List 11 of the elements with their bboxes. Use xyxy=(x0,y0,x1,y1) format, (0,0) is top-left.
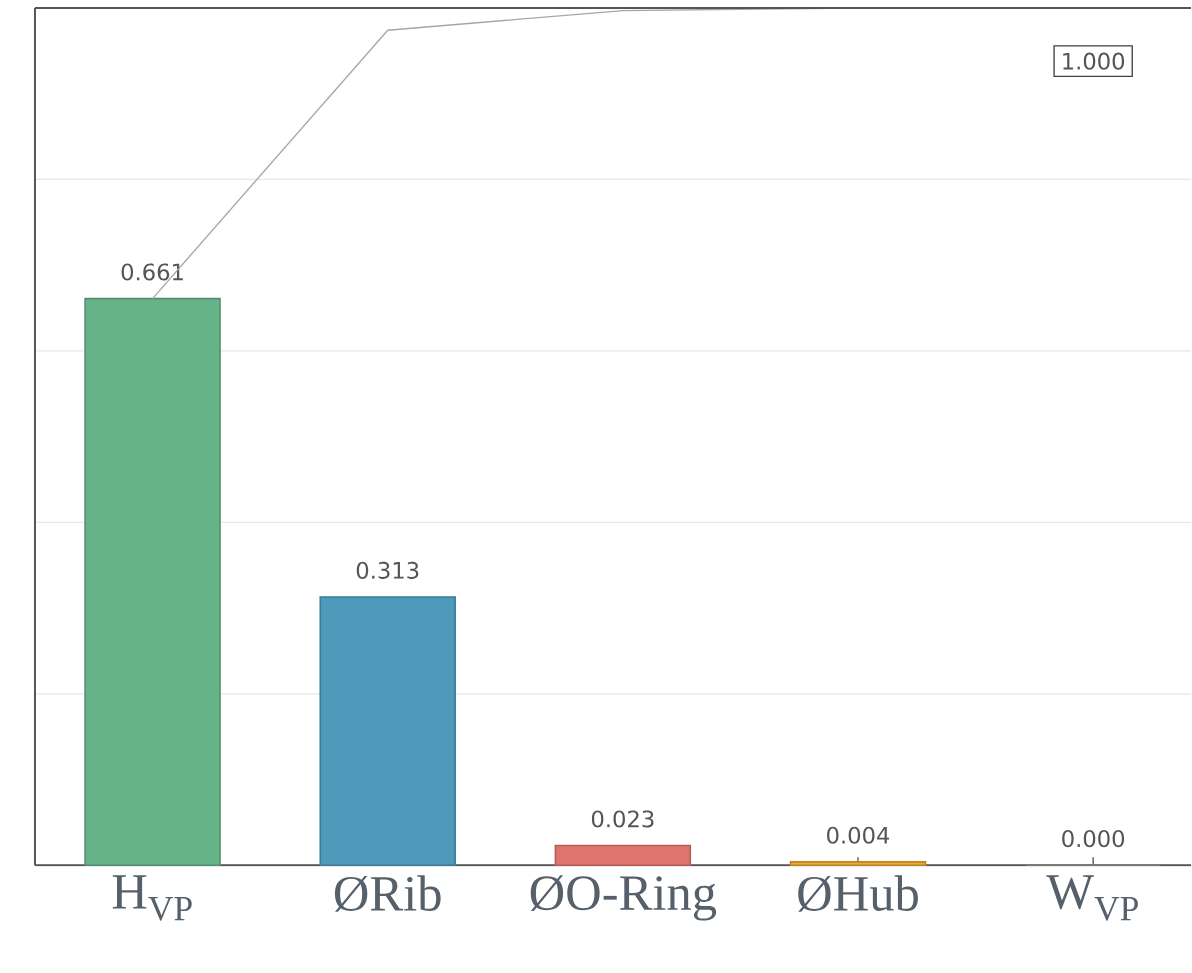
x-tick-label: H$_{VP}$ xyxy=(112,875,192,921)
data-label: 0.004 xyxy=(827,826,890,844)
data-label: 0.661 xyxy=(121,263,183,281)
data-label: 1.000 xyxy=(1063,52,1125,70)
data-label: 0.313 xyxy=(356,561,419,579)
x-tick-label: ØRib xyxy=(334,875,441,912)
data-label: 0.000 xyxy=(1062,830,1125,848)
x-tick-label: W$_{VP}$ xyxy=(1046,875,1138,921)
x-tick-label: ØHub xyxy=(798,875,918,912)
data-label: 0.023 xyxy=(591,810,654,828)
x-tick-label: ØO-Ring xyxy=(530,875,717,921)
